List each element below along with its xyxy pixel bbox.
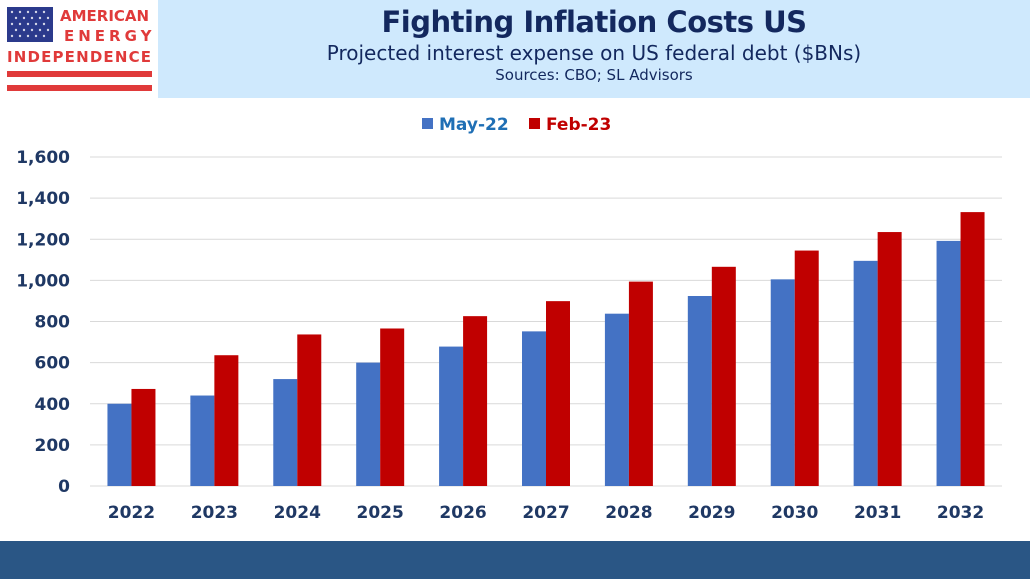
bar-feb-23-2030 [794, 250, 819, 486]
y-tick-label: 400 [35, 395, 71, 415]
x-tick-label: 2027 [522, 503, 569, 523]
header: Fighting Inflation Costs US Projected in… [158, 0, 1030, 98]
bar-feb-23-2024 [297, 334, 322, 486]
svg-text:AMERICAN: AMERICAN [60, 7, 149, 25]
x-tick-label: 2023 [191, 503, 238, 523]
y-tick-label: 1,400 [16, 189, 70, 209]
bar-feb-23-2022 [131, 388, 156, 486]
bar-feb-23-2025 [380, 328, 405, 486]
y-tick-label: 200 [35, 436, 71, 456]
bar-feb-23-2023 [214, 355, 239, 486]
x-tick-label: 2024 [274, 503, 321, 523]
sources-note: Sources: CBO; SL Advisors [495, 66, 693, 84]
bar-may-22-2032 [936, 240, 961, 486]
svg-text:ENERGY: ENERGY [64, 27, 155, 45]
x-tick-label: 2026 [439, 503, 486, 523]
page-title: Fighting Inflation Costs US [381, 5, 807, 39]
x-tick-label: 2025 [357, 503, 404, 523]
x-tick-label: 2032 [937, 503, 984, 523]
y-tick-label: 600 [35, 354, 71, 374]
y-tick-label: 1,000 [16, 271, 70, 291]
x-tick-label: 2031 [854, 503, 901, 523]
bar-may-22-2028 [604, 313, 629, 486]
x-tick-label: 2029 [688, 503, 735, 523]
bar-may-22-2024 [273, 379, 298, 486]
legend: May-22 Feb-23 [422, 115, 611, 135]
bar-feb-23-2032 [960, 212, 985, 487]
footer-bar [0, 541, 1030, 579]
bar-feb-23-2027 [546, 301, 570, 486]
bar-may-22-2026 [439, 346, 464, 486]
legend-label-feb-23: Feb-23 [546, 115, 611, 135]
bar-feb-23-2028 [628, 281, 653, 486]
logo: AMERICAN ENERGY INDEPENDENCE [0, 0, 158, 98]
x-tick-label: 2030 [771, 503, 818, 523]
y-tick-label: 1,200 [16, 230, 70, 250]
bar-may-22-2031 [853, 260, 878, 486]
legend-label-may-22: May-22 [439, 115, 509, 135]
legend-swatch-feb-23 [529, 118, 540, 129]
y-tick-label: 1,600 [16, 148, 70, 168]
bar-may-22-2022 [107, 403, 132, 486]
bar-feb-23-2029 [711, 266, 736, 486]
x-tick-label: 2028 [605, 503, 652, 523]
y-tick-label: 800 [35, 313, 71, 333]
bar-chart: May-22 Feb-23 0 200 400 600 800 1,000 1,200 1,4… [16, 115, 1002, 523]
y-tick-label: 0 [58, 477, 70, 497]
bar-may-22-2025 [356, 362, 381, 486]
bar-may-22-2029 [687, 296, 712, 486]
american-energy-independence-logo: AMERICAN ENERGY INDEPENDENCE [7, 7, 155, 91]
svg-text:INDEPENDENCE: INDEPENDENCE [7, 48, 151, 66]
bar-may-22-2030 [770, 279, 795, 486]
bar-may-22-2023 [190, 395, 215, 486]
bar-may-22-2027 [522, 331, 546, 486]
bar-feb-23-2031 [877, 232, 902, 486]
bar-feb-23-2026 [463, 316, 488, 486]
x-tick-label: 2022 [108, 503, 155, 523]
subtitle: Projected interest expense on US federal… [326, 41, 862, 65]
legend-swatch-may-22 [422, 118, 433, 129]
